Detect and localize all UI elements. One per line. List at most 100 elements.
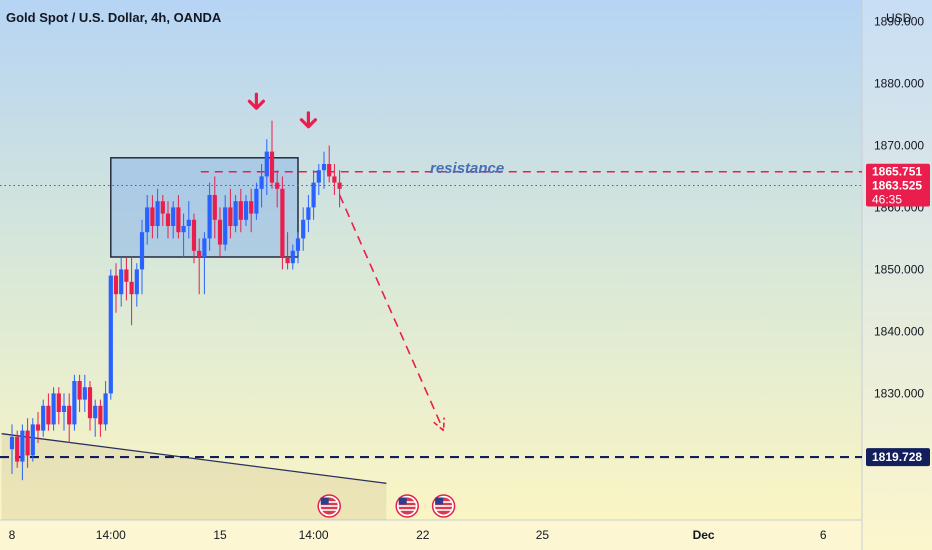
- down-arrow-head: [299, 118, 317, 129]
- currency-label: USD: [886, 11, 912, 25]
- candle-body: [327, 164, 332, 177]
- candle: [82, 374, 87, 412]
- candle: [93, 399, 98, 437]
- candle-body: [186, 219, 191, 226]
- candle-body: [160, 201, 165, 214]
- candle: [301, 207, 306, 251]
- candle: [332, 164, 337, 195]
- resistance-price-label: [866, 163, 930, 180]
- candle: [337, 170, 342, 208]
- candle-body: [134, 269, 139, 295]
- candle-body: [51, 393, 56, 425]
- flag-stripe: [320, 501, 338, 503]
- candle-body: [113, 275, 119, 295]
- flag-stripe: [435, 505, 453, 507]
- projection-arrow-head: [433, 417, 445, 433]
- candle-body: [25, 430, 30, 456]
- down-arrow-icon: [247, 92, 265, 110]
- us-flag-icon: [395, 494, 419, 518]
- candle-body: [56, 393, 61, 412]
- candle: [249, 188, 254, 233]
- candles-layer: [9, 120, 342, 481]
- candle: [327, 145, 332, 183]
- candle: [290, 244, 295, 270]
- candle-body: [67, 405, 72, 425]
- candle: [30, 418, 35, 462]
- us-flag-icon: [317, 494, 341, 518]
- price-tick-label: 1890.000: [874, 14, 924, 28]
- candle-body: [15, 436, 20, 462]
- support-price-text: 1819.728: [872, 450, 922, 464]
- candle: [124, 257, 129, 301]
- candle-body: [87, 387, 93, 419]
- candle-body: [233, 201, 238, 226]
- candle: [275, 170, 280, 208]
- candle-body: [290, 250, 295, 264]
- candle: [145, 195, 150, 245]
- candle-body: [165, 213, 171, 226]
- candle: [269, 120, 275, 189]
- drawing-lines-layer: [0, 170, 862, 520]
- candle: [217, 207, 223, 257]
- candle: [41, 399, 46, 437]
- candle-body: [82, 387, 87, 400]
- candle: [35, 412, 41, 443]
- current-price-text: 1863.525: [872, 179, 922, 193]
- candle-body: [93, 405, 98, 419]
- price-tick-label: 1870.000: [874, 138, 924, 152]
- candle-body: [139, 232, 145, 270]
- candle: [223, 195, 228, 251]
- candle-body: [306, 207, 311, 220]
- flag-canton: [320, 497, 329, 505]
- candle: [61, 393, 67, 431]
- time-tick-label: 25: [536, 528, 550, 542]
- candle: [311, 170, 316, 220]
- down-arrow-icon: [299, 111, 317, 129]
- candle: [176, 195, 181, 239]
- candle-body: [124, 269, 129, 282]
- candle-body: [108, 275, 113, 394]
- candle: [134, 263, 139, 307]
- candle-body: [275, 182, 280, 189]
- flag-stripe: [435, 501, 453, 503]
- candle-body: [238, 201, 243, 220]
- candle: [197, 238, 202, 295]
- candle-body: [20, 430, 25, 462]
- candle-body: [150, 207, 155, 226]
- price-tick-label: 1830.000: [874, 386, 924, 400]
- candle: [56, 387, 61, 425]
- price-labels-layer: 1865.751 1863.525 46:35 1819.728: [866, 163, 930, 467]
- candle-body: [264, 151, 269, 177]
- candle: [238, 188, 243, 233]
- candle-body: [129, 281, 134, 295]
- candle-body: [61, 405, 67, 412]
- candle: [207, 182, 212, 251]
- candle-body: [337, 182, 342, 189]
- candle: [9, 424, 15, 474]
- candle: [87, 381, 93, 431]
- candle: [171, 201, 176, 239]
- time-tick-label: Dec: [693, 528, 715, 542]
- current-price-label: [866, 176, 930, 207]
- candle-body: [30, 424, 35, 456]
- candle: [212, 176, 217, 239]
- candle: [51, 387, 56, 431]
- resistance-annotation: resistance: [430, 160, 504, 177]
- price-tick-label: 1880.000: [874, 76, 924, 90]
- candle-body: [269, 151, 275, 183]
- candle: [306, 195, 311, 233]
- candle-body: [212, 195, 217, 220]
- plot-background: [0, 0, 862, 520]
- time-tick-label: 8: [9, 528, 16, 542]
- candle-body: [191, 219, 197, 251]
- time-axis-background: [0, 520, 862, 550]
- candle-body: [295, 238, 301, 251]
- projection-arrow-line: [338, 194, 445, 431]
- candle-body: [145, 207, 150, 233]
- time-tick-label: 15: [213, 528, 227, 542]
- price-tick-label: 1840.000: [874, 324, 924, 338]
- candle: [228, 188, 233, 239]
- candle: [160, 195, 165, 226]
- candle: [243, 195, 249, 226]
